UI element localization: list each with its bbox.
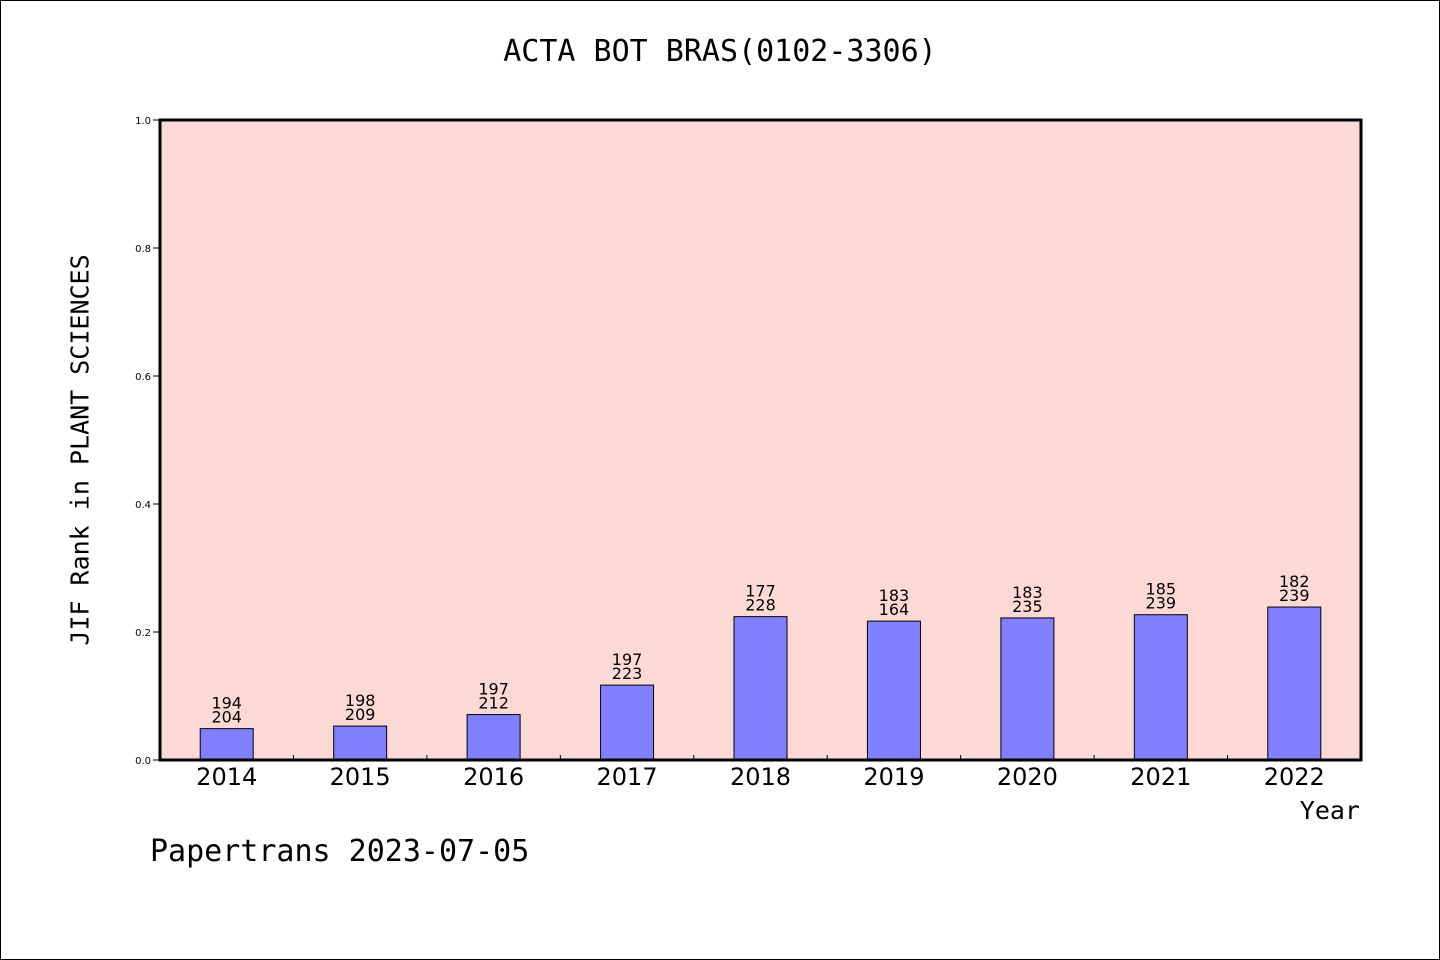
x-category-label: 2018 <box>730 763 791 791</box>
x-category-label: 2020 <box>997 763 1058 791</box>
bar <box>466 714 521 761</box>
x-category-label: 2015 <box>330 763 391 791</box>
bar-label-top: 183 <box>1012 583 1043 602</box>
bar <box>1267 606 1322 761</box>
y-tick-label: 1.0 <box>135 116 151 127</box>
bar-label-bottom: 204 <box>211 708 242 727</box>
bar-label-top: 177 <box>745 582 776 601</box>
bar-label-top: 197 <box>612 650 643 669</box>
bar-label-bottom: 209 <box>345 705 376 724</box>
x-axis-label: Year <box>1299 796 1360 825</box>
bar-label-top: 198 <box>345 691 376 710</box>
bar <box>866 620 921 761</box>
plot-border <box>158 118 1363 762</box>
bar-label-top: 197 <box>478 680 509 699</box>
bar <box>199 728 254 761</box>
bar-label-bottom: 239 <box>1279 586 1310 605</box>
bar-label-bottom: 212 <box>478 694 509 713</box>
y-tick-label: 0.6 <box>135 372 151 383</box>
x-category-label: 2014 <box>196 763 257 791</box>
x-category-label: 2017 <box>597 763 658 791</box>
x-category-label: 2021 <box>1130 763 1191 791</box>
bar-label-bottom: 228 <box>745 596 776 615</box>
bar-label-top: 194 <box>211 694 242 713</box>
bar-label-bottom: 235 <box>1012 597 1043 616</box>
bar <box>733 616 788 761</box>
bar-label-bottom: 164 <box>879 600 910 619</box>
y-tick-label: 0.2 <box>135 628 151 639</box>
bar-label-bottom: 223 <box>612 664 643 683</box>
footer-credit: Papertrans 2023-07-05 <box>150 834 530 869</box>
bar <box>600 684 655 761</box>
chart-title: ACTA BOT BRAS(0102-3306) <box>503 34 937 69</box>
x-category-label: 2016 <box>463 763 524 791</box>
x-category-label: 2022 <box>1264 763 1325 791</box>
bar-label-bottom: 239 <box>1146 594 1177 613</box>
bar <box>1133 614 1188 761</box>
bar-label-top: 183 <box>879 586 910 605</box>
bar-label-top: 185 <box>1146 580 1177 599</box>
x-category-label: 2019 <box>863 763 924 791</box>
y-tick-label: 0.4 <box>135 500 151 511</box>
y-tick-label: 0.0 <box>135 756 151 767</box>
y-tick-label: 0.8 <box>135 244 151 255</box>
bar-label-top: 182 <box>1279 572 1310 591</box>
bar <box>1000 617 1055 761</box>
bar <box>333 725 388 761</box>
